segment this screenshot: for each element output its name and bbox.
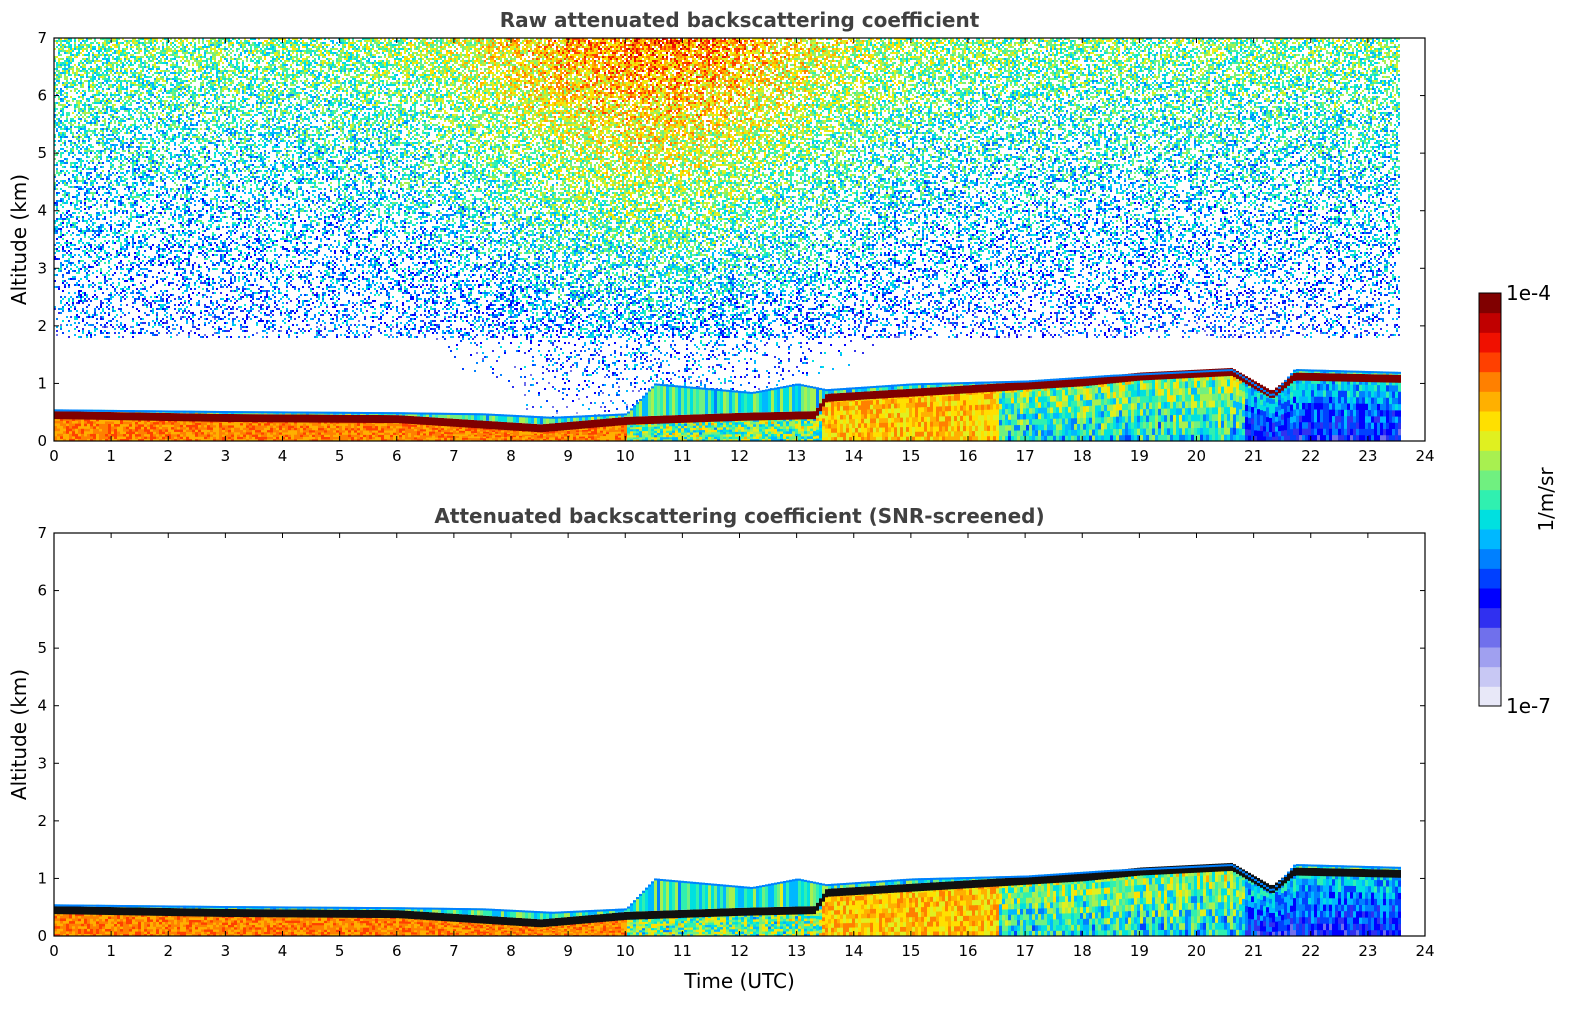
x-tick-label: 12	[730, 942, 749, 960]
x-tick-label: 13	[787, 447, 806, 465]
colorbar-segment	[1479, 529, 1501, 549]
x-tick-label: 12	[730, 447, 749, 465]
x-tick-label: 22	[1301, 942, 1320, 960]
x-tick-label: 5	[335, 942, 345, 960]
y-tick-label: 4	[37, 697, 47, 715]
x-tick-label: 19	[1130, 942, 1149, 960]
x-tick-label: 6	[392, 942, 402, 960]
x-tick-label: 23	[1358, 942, 1377, 960]
colorbar-segment	[1479, 411, 1501, 431]
x-tick-label: 18	[1073, 447, 1092, 465]
y-tick-label: 5	[37, 639, 47, 657]
x-tick-label: 16	[958, 942, 977, 960]
x-tick-label: 15	[901, 447, 920, 465]
colorbar-max-label: 1e-4	[1506, 281, 1551, 305]
x-tick-label: 23	[1358, 447, 1377, 465]
x-tick-label: 22	[1301, 447, 1320, 465]
y-tick-label: 3	[37, 754, 47, 772]
colorbar-segment	[1479, 627, 1501, 647]
x-tick-label: 1	[106, 942, 116, 960]
y-tick-label: 6	[37, 87, 47, 105]
x-tick-label: 13	[787, 942, 806, 960]
y-axis-label: Altitude (km)	[7, 669, 31, 800]
colorbar-segment	[1479, 686, 1501, 706]
colorbar-segment	[1479, 490, 1501, 510]
x-tick-label: 7	[449, 942, 459, 960]
x-tick-label: 14	[844, 447, 863, 465]
raw-backscatter-panel: 0 1 2 3 4 5 6 7 8 9 10 11 12 13 14 15 16 17 18 19 20 21 22 23 24…	[7, 8, 1435, 465]
colorbar-unit-label: 1/m/sr	[1534, 467, 1558, 532]
colorbar-segment	[1479, 293, 1501, 313]
x-tick-label: 3	[221, 942, 231, 960]
x-tick-label: 4	[278, 447, 288, 465]
x-tick-label: 21	[1244, 942, 1263, 960]
colorbar-segment	[1479, 549, 1501, 569]
colorbar-min-label: 1e-7	[1506, 694, 1551, 718]
y-tick-label: 0	[37, 432, 47, 450]
x-tick-label: 21	[1244, 447, 1263, 465]
x-tick-label: 24	[1415, 447, 1434, 465]
colorbar-segment	[1479, 352, 1501, 372]
x-tick-label: 20	[1187, 447, 1206, 465]
colorbar-segment	[1479, 431, 1501, 451]
x-tick-label: 9	[563, 447, 573, 465]
x-tick-label: 0	[49, 447, 59, 465]
x-tick-label: 19	[1130, 447, 1149, 465]
x-tick-label: 7	[449, 447, 459, 465]
x-tick-label: 9	[563, 942, 573, 960]
y-tick-label: 3	[37, 259, 47, 277]
x-tick-label: 8	[506, 447, 516, 465]
y-tick-label: 2	[37, 317, 47, 335]
x-tick-label: 8	[506, 942, 516, 960]
x-tick-label: 2	[163, 942, 173, 960]
colorbar: 1e-4 1e-7 1/m/sr	[1479, 281, 1558, 718]
x-tick-label: 4	[278, 942, 288, 960]
colorbar-segment	[1479, 647, 1501, 667]
colorbar-segment	[1479, 372, 1501, 392]
x-tick-label: 1	[106, 447, 116, 465]
colorbar-segment	[1479, 608, 1501, 628]
y-axis-label: Altitude (km)	[7, 174, 31, 305]
x-tick-label: 14	[844, 942, 863, 960]
x-tick-label: 0	[49, 942, 59, 960]
colorbar-segment	[1479, 509, 1501, 529]
colorbar-segment	[1479, 391, 1501, 411]
x-tick-label: 2	[163, 447, 173, 465]
x-tick-label: 10	[616, 447, 635, 465]
y-tick-label: 5	[37, 144, 47, 162]
x-tick-label: 11	[673, 942, 692, 960]
colorbar-segment	[1479, 450, 1501, 470]
x-tick-label: 17	[1016, 447, 1035, 465]
x-tick-label: 3	[221, 447, 231, 465]
chart-title: Attenuated backscattering coefficient (S…	[434, 504, 1044, 528]
y-tick-label: 0	[37, 927, 47, 945]
chart-title: Raw attenuated backscattering coefficien…	[500, 8, 980, 32]
x-tick-label: 20	[1187, 942, 1206, 960]
x-tick-label: 15	[901, 942, 920, 960]
y-tick-label: 2	[37, 812, 47, 830]
y-tick-label: 1	[37, 374, 47, 392]
colorbar-segment	[1479, 568, 1501, 588]
x-tick-label: 16	[958, 447, 977, 465]
x-axis-label: Time (UTC)	[683, 969, 795, 993]
y-tick-label: 4	[37, 202, 47, 220]
x-tick-label: 11	[673, 447, 692, 465]
x-tick-label: 17	[1016, 942, 1035, 960]
figure: 0 1 2 3 4 5 6 7 8 9 10 11 12 13 14 15 16 17 18 19 20 21 22 23 24…	[0, 0, 1595, 1020]
x-tick-label: 10	[616, 942, 635, 960]
y-tick-label: 6	[37, 582, 47, 600]
screened-backscatter-panel: 0 1 2 3 4 5 6 7 8 9 10 11 12 13 14 15 16 17 18 19 20 21 22 23 24…	[7, 504, 1435, 993]
colorbar-segment	[1479, 470, 1501, 490]
y-tick-label: 1	[37, 869, 47, 887]
x-tick-label: 24	[1415, 942, 1434, 960]
x-tick-label: 5	[335, 447, 345, 465]
x-tick-label: 6	[392, 447, 402, 465]
x-tick-label: 18	[1073, 942, 1092, 960]
y-tick-label: 7	[37, 524, 47, 542]
colorbar-segment	[1479, 313, 1501, 333]
colorbar-segment	[1479, 332, 1501, 352]
colorbar-segment	[1479, 588, 1501, 608]
colorbar-segment	[1479, 667, 1501, 687]
y-tick-label: 7	[37, 29, 47, 47]
